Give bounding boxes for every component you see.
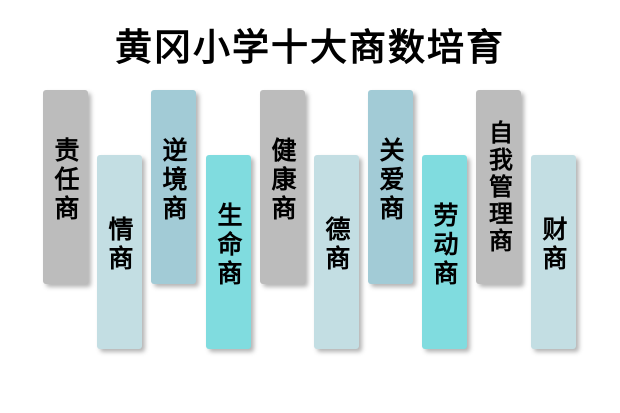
bar-moral-quotient: 德商 — [314, 155, 359, 349]
bar-health-quotient: 健康商 — [260, 90, 305, 284]
bar-responsibility-quotient: 责任商 — [43, 90, 88, 284]
bar-financial-quotient: 财商 — [531, 155, 576, 349]
bar-label: 逆境商 — [159, 136, 188, 224]
bar-life-quotient: 生命商 — [206, 155, 251, 349]
bar-label: 责任商 — [51, 136, 80, 224]
bar-adversity-quotient: 逆境商 — [151, 90, 196, 284]
bar-self-management-quotient: 自我管理商 — [476, 90, 521, 284]
bar-label: 生命商 — [214, 201, 243, 289]
bar-emotional-quotient: 情商 — [97, 155, 142, 349]
bar-label: 劳动商 — [430, 201, 459, 289]
bar-label: 关爱商 — [376, 136, 405, 224]
bar-label: 情商 — [105, 216, 134, 274]
bar-label: 健康商 — [268, 136, 297, 224]
bar-label: 自我管理商 — [484, 119, 514, 255]
page-title: 黄冈小学十大商数培育 — [115, 26, 505, 69]
bar-care-quotient: 关爱商 — [368, 90, 413, 284]
bar-label: 财商 — [539, 216, 568, 274]
bar-labor-quotient: 劳动商 — [422, 155, 467, 349]
bar-label: 德商 — [322, 216, 351, 274]
